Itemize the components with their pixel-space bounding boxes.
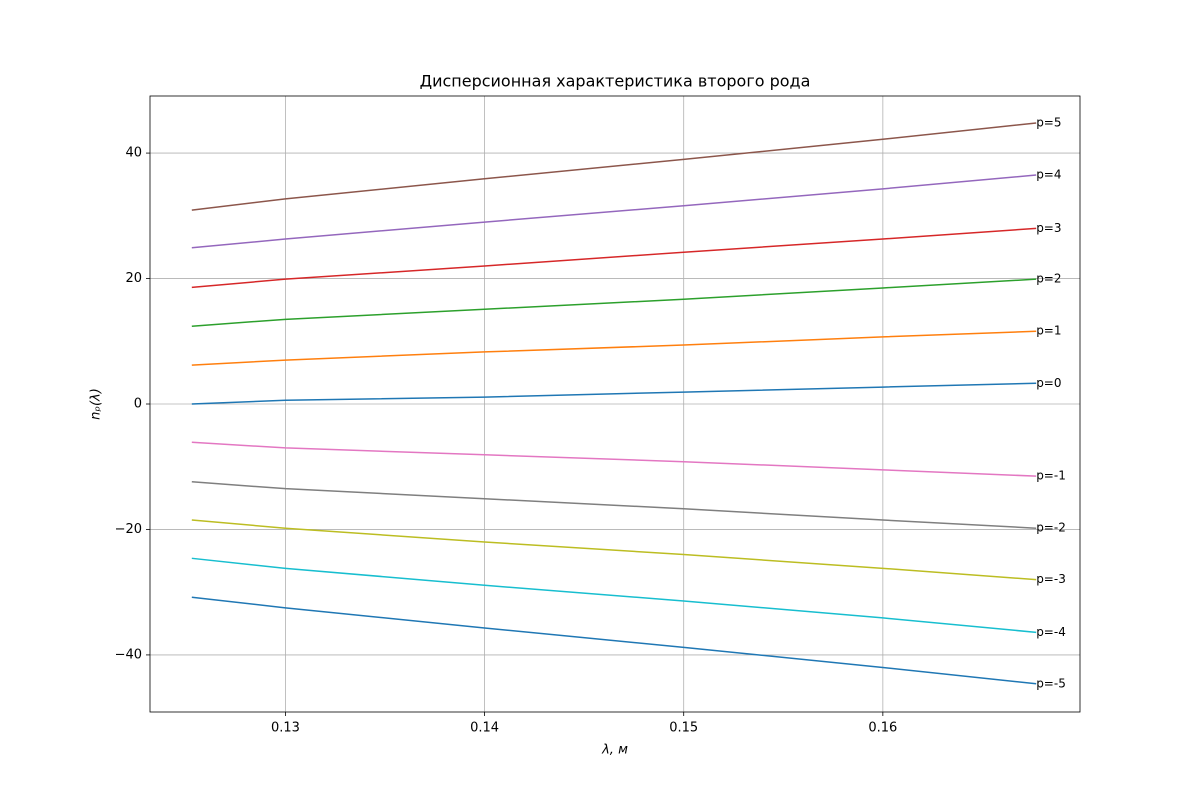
line-end-label: p=-1 bbox=[1036, 469, 1066, 483]
series-line bbox=[191, 481, 1037, 529]
y-tick-label: −20 bbox=[115, 522, 142, 537]
line-end-label: p=-3 bbox=[1036, 572, 1066, 586]
line-end-label: p=-4 bbox=[1036, 625, 1066, 639]
series-line bbox=[191, 557, 1037, 634]
y-axis-label: nₚ(λ) bbox=[89, 388, 104, 420]
x-tick-label: 0.15 bbox=[669, 721, 698, 736]
series-line bbox=[191, 519, 1037, 581]
x-tick-label: 0.13 bbox=[271, 721, 300, 736]
y-tick-label: −40 bbox=[115, 647, 142, 662]
line-end-label: p=1 bbox=[1036, 324, 1061, 338]
x-tick-label: 0.16 bbox=[868, 721, 897, 736]
plot-frame bbox=[149, 95, 1081, 713]
series-line bbox=[191, 330, 1037, 366]
line-end-label: p=4 bbox=[1036, 168, 1061, 182]
series-line bbox=[191, 441, 1037, 477]
series-line bbox=[191, 122, 1037, 211]
series-line bbox=[191, 382, 1037, 405]
line-end-label: p=3 bbox=[1036, 221, 1061, 235]
series-line bbox=[191, 227, 1037, 289]
y-tick-label: 0 bbox=[134, 397, 142, 412]
x-axis-label: λ, м bbox=[601, 743, 628, 758]
line-end-label: p=-5 bbox=[1036, 676, 1066, 690]
series-line bbox=[191, 596, 1037, 685]
line-end-label: p=2 bbox=[1036, 272, 1061, 286]
x-tick-label: 0.14 bbox=[470, 721, 499, 736]
chart-title: Дисперсионная характеристика второго род… bbox=[420, 72, 811, 91]
series-line bbox=[191, 174, 1037, 249]
line-end-label: p=5 bbox=[1036, 115, 1061, 129]
series-line bbox=[191, 278, 1037, 327]
y-tick-label: 40 bbox=[125, 146, 142, 161]
y-tick-label: 20 bbox=[125, 271, 142, 286]
line-end-label: p=-2 bbox=[1036, 521, 1066, 535]
line-end-label: p=0 bbox=[1036, 376, 1061, 390]
